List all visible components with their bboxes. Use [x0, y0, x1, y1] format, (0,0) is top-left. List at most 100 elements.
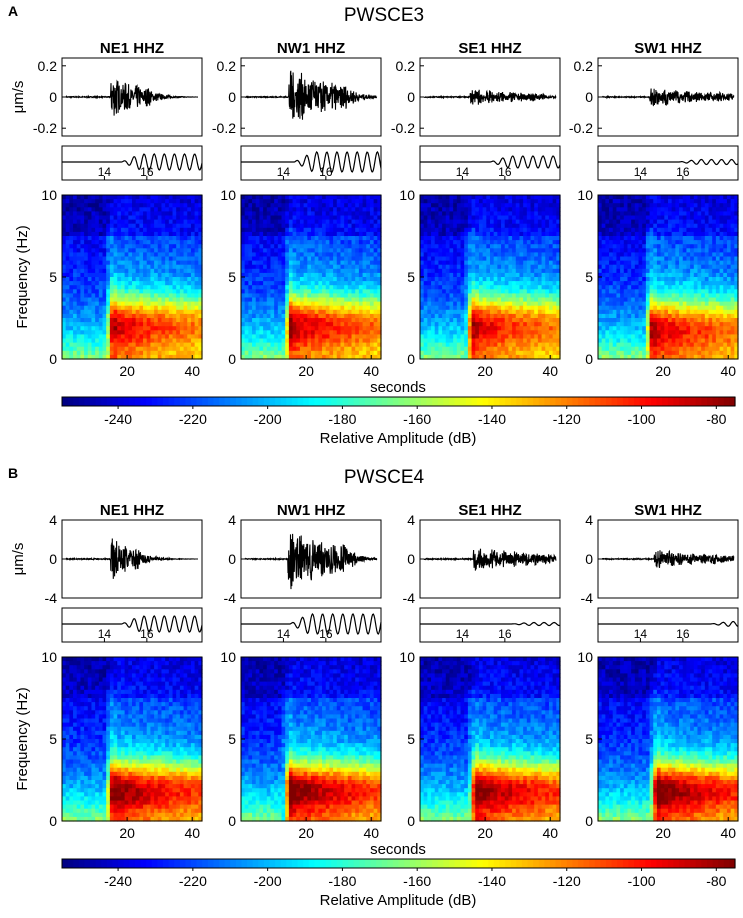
- spectrogram-cell: [146, 231, 152, 237]
- spectrogram-cell: [190, 346, 196, 352]
- spectrogram-cell: [113, 289, 118, 294]
- spectrogram-cell: [266, 293, 272, 299]
- spectrogram-cell: [65, 313, 70, 319]
- waveform-ytick-label: 0: [407, 89, 415, 105]
- spectrogram-cell: [255, 326, 261, 331]
- spectrogram-cell: [612, 346, 618, 352]
- spectrogram-cell: [486, 322, 491, 327]
- spectrogram-cell: [519, 252, 524, 258]
- spectrogram-cell: [241, 252, 246, 258]
- spectrogram-cell: [102, 264, 107, 270]
- spectrogram-cell: [423, 350, 428, 356]
- spectrogram-cell: [431, 305, 436, 311]
- spectrogram-cell: [493, 309, 498, 315]
- spectrogram-cell: [333, 330, 338, 335]
- spectrogram-cell: [366, 350, 371, 356]
- spectrogram-cell: [548, 244, 554, 249]
- spectrogram-cell: [601, 313, 606, 319]
- spectrogram-cell: [362, 330, 367, 335]
- spectrogram-cell: [69, 272, 74, 278]
- spectrogram-cell: [150, 248, 155, 253]
- spectrogram-cell: [347, 281, 353, 286]
- spectrogram-cell: [340, 293, 345, 299]
- spectrogram-cell: [340, 326, 345, 331]
- spectrogram-cell: [434, 264, 440, 270]
- spectrogram-cell: [87, 326, 93, 331]
- spectrogram-cell: [98, 350, 104, 356]
- spectrogram-cell: [322, 223, 327, 229]
- spectrogram-cell: [80, 231, 85, 237]
- spectrogram-cell: [347, 199, 353, 204]
- spectrogram-cell: [288, 313, 294, 319]
- waveform-ytick-label: 0: [585, 89, 593, 105]
- spectrogram-cell: [117, 203, 122, 208]
- spectrogram-cell: [95, 305, 100, 311]
- spectrogram-cell: [486, 305, 491, 311]
- spectrogram-cell: [333, 350, 338, 356]
- spectrogram-cell: [248, 231, 253, 237]
- spectrogram-cell: [194, 256, 199, 262]
- spectrogram-cell: [464, 199, 469, 204]
- spectrogram-cell: [113, 309, 118, 315]
- spectrogram-cell: [285, 322, 290, 327]
- spectrogram-cell: [255, 293, 261, 299]
- spectrogram-cell: [504, 256, 510, 262]
- spectrogram-cell: [501, 330, 506, 335]
- spectrogram-cell: [366, 322, 371, 327]
- spectrogram-cell: [340, 195, 345, 200]
- spectrogram-cell: [190, 256, 196, 262]
- spectrogram-cell: [146, 215, 152, 221]
- spectrogram-cell: [515, 211, 521, 217]
- spectrogram-cell: [80, 215, 85, 221]
- spectrogram-cell: [449, 211, 454, 217]
- spectrogram-cell: [183, 330, 188, 335]
- spectrogram-cell: [176, 334, 181, 340]
- spectrogram-cell: [124, 203, 129, 208]
- spectrogram-cell: [146, 199, 152, 204]
- spectrogram-cell: [623, 342, 629, 348]
- spectrogram-cell: [84, 297, 89, 303]
- spectrogram-cell: [490, 256, 495, 262]
- spectrogram-cell: [456, 256, 462, 262]
- spectrogram-cell: [117, 350, 122, 356]
- spectrogram-cell: [478, 334, 484, 340]
- spectrogram-cell: [373, 268, 378, 274]
- spectrogram-cell: [255, 256, 261, 262]
- spectrogram-cell: [288, 346, 294, 352]
- spectrogram-cell: [358, 240, 364, 245]
- spectrogram-cell: [460, 268, 465, 274]
- spectrogram-cell: [154, 236, 159, 241]
- spectrogram-cell: [120, 264, 126, 270]
- spectrogram-cell: [369, 289, 375, 294]
- spectrogram-cell: [601, 305, 606, 311]
- spectrogram-cell: [526, 322, 532, 327]
- spectrogram-cell: [117, 272, 122, 278]
- spectrogram-cell: [445, 318, 451, 323]
- spectrogram-cell: [303, 301, 308, 307]
- spectrogram-cell: [303, 297, 308, 303]
- spectrogram-cell: [434, 301, 440, 307]
- spectrogram-cell: [482, 326, 487, 331]
- spectrogram-cell: [106, 338, 111, 344]
- spectrogram-cell: [464, 322, 469, 327]
- spectrogram-cell: [274, 309, 279, 315]
- spectrogram-cell: [605, 223, 610, 229]
- spectrogram-cell: [143, 318, 148, 323]
- spectrogram-cell: [541, 354, 546, 360]
- spectrogram-cell: [627, 223, 632, 229]
- spectrogram-cell: [165, 301, 170, 307]
- spectrogram-cell: [504, 305, 510, 311]
- spectrogram-cell: [453, 272, 458, 278]
- spectrogram-cell: [281, 309, 286, 315]
- spectrogram-cell: [139, 244, 144, 249]
- spectrogram-cell: [605, 240, 610, 245]
- spectrogram-cell: [168, 215, 174, 221]
- spectrogram-cell: [347, 338, 353, 344]
- spectrogram-cell: [255, 260, 261, 266]
- spectrogram-cell: [161, 207, 166, 212]
- spectrogram-cell: [449, 277, 454, 282]
- spectrogram-cell: [150, 219, 155, 225]
- spectrogram-cell: [109, 334, 115, 340]
- spectrogram-cell: [62, 199, 67, 204]
- spectrogram-cell: [340, 322, 345, 327]
